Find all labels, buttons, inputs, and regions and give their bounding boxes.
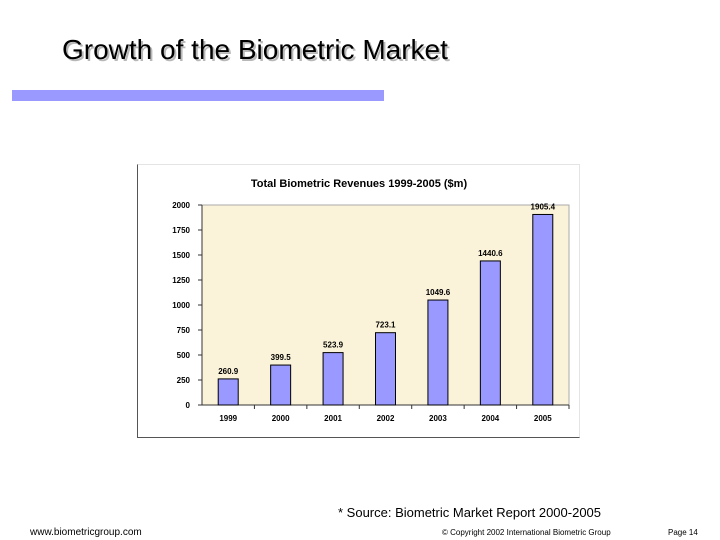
bar-2004 — [479, 260, 501, 406]
bar-2005 — [532, 213, 554, 406]
bar-2001 — [322, 352, 344, 406]
y-tick-label: 1000 — [172, 301, 190, 310]
source-note: * Source: Biometric Market Report 2000-2… — [338, 505, 602, 520]
x-tick-label: 2003 — [429, 414, 447, 423]
y-tick-label: 750 — [177, 326, 191, 335]
plot-area: 0 250 500 750 1000 1250 1500 1750 2000 1999 260.9 2… — [172, 201, 570, 423]
y-tick-label: 2000 — [172, 201, 190, 210]
data-label: 723.1 — [375, 321, 396, 330]
y-tick-label: 500 — [177, 351, 191, 360]
x-tick-label: 2005 — [534, 414, 552, 423]
y-tick-label: 0 — [186, 401, 191, 410]
data-label: 1905.4 — [531, 202, 556, 211]
x-tick-label: 1999 — [219, 414, 237, 423]
bar-1999 — [217, 378, 239, 406]
slide-title: Growth of the Biometric Market — [62, 34, 448, 65]
bar-2003 — [427, 299, 449, 406]
data-label: 1049.6 — [426, 288, 451, 297]
x-tick-label: 2002 — [377, 414, 395, 423]
chart-frame: Total Biometric Revenues 1999-2005 ($m) … — [137, 164, 580, 438]
x-tick-label: 2000 — [272, 414, 290, 423]
data-label: 523.9 — [323, 341, 344, 350]
data-label: 260.9 — [218, 367, 239, 376]
y-tick-label: 1500 — [172, 251, 190, 260]
bar-2000 — [270, 364, 292, 406]
data-label: 1440.6 — [478, 249, 503, 258]
footer-url: www.biometricgroup.com — [30, 527, 142, 538]
chart-title: Total Biometric Revenues 1999-2005 ($m) — [251, 178, 468, 190]
chart-svg: Total Biometric Revenues 1999-2005 ($m) … — [172, 178, 570, 423]
y-tick-label: 250 — [177, 376, 191, 385]
page-number: Page 14 — [668, 528, 698, 537]
x-tick-label: 2001 — [324, 414, 342, 423]
data-label: 399.5 — [271, 353, 292, 362]
footer-copyright: © Copyright 2002 International Biometric… — [442, 528, 611, 537]
bar-2002 — [375, 332, 396, 406]
y-tick-label: 1250 — [172, 276, 190, 285]
title-accent-bar — [12, 90, 384, 101]
x-tick-label: 2004 — [481, 414, 499, 423]
y-tick-label: 1750 — [172, 226, 190, 235]
